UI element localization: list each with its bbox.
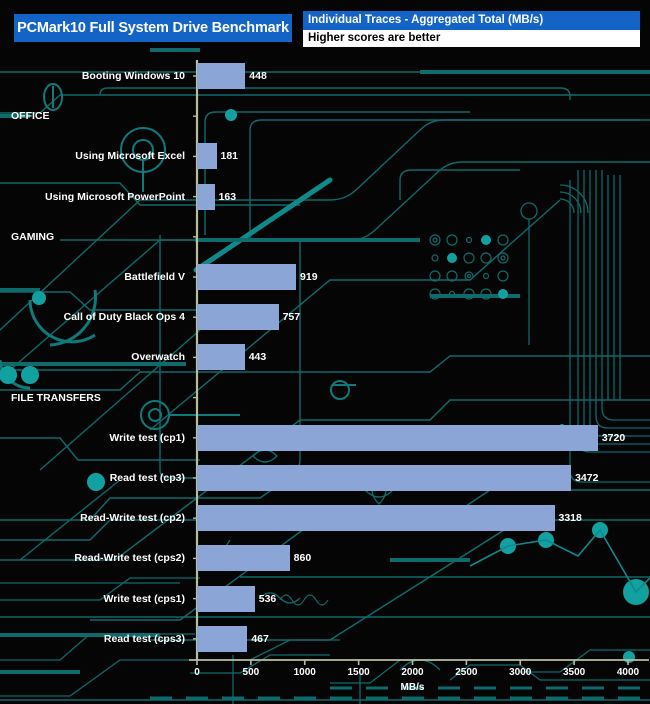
bar — [197, 183, 215, 210]
x-axis-tick-label: 2500 — [455, 667, 478, 678]
category-label: Call of Duty Black Ops 4 — [63, 311, 185, 324]
category-label: Overwatch — [131, 351, 185, 364]
category-label: Using Microsoft Excel — [75, 150, 185, 163]
group-label-file-transfers: FILE TRANSFERS — [11, 391, 101, 404]
bar — [197, 304, 279, 331]
category-label: Booting Windows 10 — [81, 70, 185, 82]
bar-value-label: 3720 — [601, 431, 626, 444]
bar — [197, 585, 255, 612]
bar-value-label: 860 — [293, 552, 312, 565]
x-axis-tick-label: 1000 — [293, 667, 316, 678]
category-label: Read-Write test (cp2) — [80, 512, 185, 525]
bar-value-label: 181 — [220, 150, 239, 163]
group-label-gaming: GAMING — [11, 230, 55, 243]
category-label: Using Microsoft PowerPoint — [44, 190, 185, 203]
x-axis-title: MB/s — [400, 682, 425, 693]
bar — [197, 545, 290, 572]
x-axis-tick-label: 0 — [194, 667, 200, 678]
chart-note: Higher scores are better — [303, 30, 640, 47]
x-axis-tick-label: 3500 — [563, 667, 586, 678]
bar — [197, 424, 598, 451]
chart-subtitle: Individual Traces - Aggregated Total (MB… — [303, 11, 640, 30]
category-label: Write test (cps1) — [103, 592, 186, 605]
category-label: Read test (cps3) — [103, 632, 185, 645]
bar-value-label: 467 — [251, 632, 269, 645]
category-label: Read-Write test (cps2) — [74, 552, 185, 565]
page-title: PCMark10 Full System Drive Benchmark — [17, 20, 289, 36]
x-axis-tick-label: 1500 — [347, 667, 370, 678]
bar — [197, 465, 572, 491]
x-axis-tick-label: 3000 — [509, 667, 532, 678]
category-label: Battlefield V — [124, 271, 185, 283]
subtitle-panel: Individual Traces - Aggregated Total (MB… — [303, 11, 640, 47]
bar — [197, 344, 245, 371]
bar-value-label: 757 — [282, 311, 301, 324]
bar-value-label: 3318 — [558, 512, 582, 525]
bar — [197, 505, 555, 532]
x-axis-tick-label: 500 — [242, 667, 260, 678]
bar — [197, 63, 246, 89]
bar — [197, 625, 248, 652]
x-axis-tick-label: 2000 — [401, 667, 424, 678]
category-label: Read test (cp3) — [109, 472, 185, 484]
chart-title-bar: PCMark10 Full System Drive Benchmark — [14, 14, 292, 42]
bar-value-label: 448 — [249, 70, 267, 82]
x-axis-tick-label: 4000 — [616, 667, 640, 678]
bar-value-label: 919 — [300, 271, 318, 283]
bar-value-label: 163 — [218, 190, 237, 203]
bar-value-label: 3472 — [575, 472, 599, 484]
bar — [197, 143, 217, 170]
bar-value-label: 536 — [258, 592, 277, 605]
category-label: Write test (cp1) — [109, 431, 185, 444]
bar-value-label: 443 — [248, 351, 267, 364]
bar — [197, 264, 297, 290]
group-label-office: OFFICE — [11, 110, 50, 123]
